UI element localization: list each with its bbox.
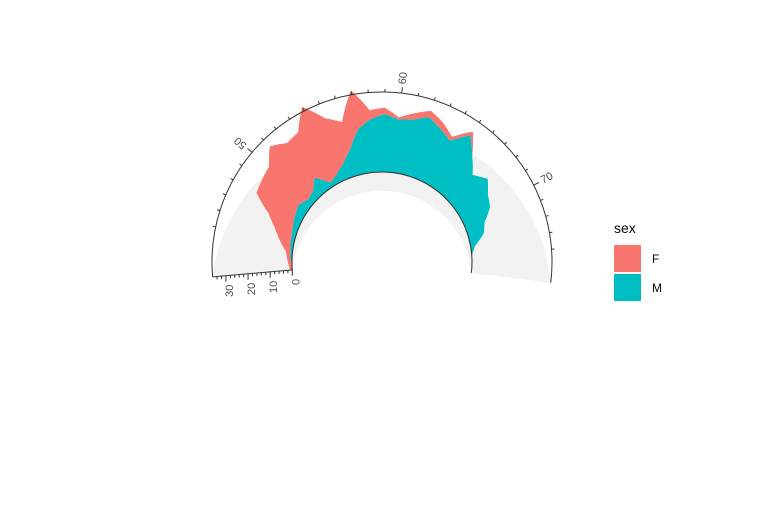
theta-minor-tick xyxy=(433,97,436,101)
theta-tick-label: 70 xyxy=(539,170,555,186)
theta-minor-tick xyxy=(273,126,277,130)
stacked-areas xyxy=(256,90,491,271)
theta-minor-tick xyxy=(261,137,264,141)
inner-arc-border xyxy=(291,171,473,274)
theta-minor-tick xyxy=(478,119,482,123)
legend-label-M: M xyxy=(652,281,662,295)
theta-minor-tick xyxy=(334,95,336,99)
theta-minor-tick xyxy=(504,141,508,145)
legend-key-M xyxy=(614,274,641,301)
theta-minor-tick xyxy=(239,163,243,167)
theta-tick-label: 60 xyxy=(397,71,410,85)
area-series-M xyxy=(290,114,491,270)
theta-minor-tick xyxy=(302,107,305,112)
theta-major-tick xyxy=(533,181,540,186)
area-series-F xyxy=(256,90,491,271)
theta-minor-tick xyxy=(317,100,320,105)
theta-minor-tick xyxy=(230,178,234,181)
theta-major-tick xyxy=(401,87,403,94)
theta-minor-tick xyxy=(212,225,216,228)
theta-minor-tick xyxy=(216,209,221,212)
theta-minor-tick xyxy=(525,168,529,172)
radial-tick-label: 10 xyxy=(268,281,280,293)
radial-tick-label: 20 xyxy=(246,283,258,295)
legend: sex FM xyxy=(614,220,662,301)
outer-arc-border xyxy=(211,91,553,283)
theta-major-tick xyxy=(247,148,253,153)
radial-tick-label: 0 xyxy=(290,279,302,285)
theta-axis: 50 60 70 xyxy=(212,71,555,250)
theta-minor-tick xyxy=(545,215,549,217)
theta-minor-tick xyxy=(515,154,519,158)
theta-tick-label: 50 xyxy=(232,134,249,151)
theta-minor-tick xyxy=(549,231,553,234)
legend-entries: FM xyxy=(614,245,662,301)
legend-label-F: F xyxy=(652,252,659,266)
radial-axis: 0 10 20 30 xyxy=(212,269,302,297)
legend-key-F xyxy=(614,245,641,272)
theta-minor-tick xyxy=(350,91,353,95)
theta-minor-tick xyxy=(540,198,544,201)
theta-minor-tick xyxy=(449,103,452,107)
radial-tick-label: 30 xyxy=(224,285,236,297)
theta-minor-tick xyxy=(222,193,226,196)
theta-minor-tick xyxy=(492,130,495,134)
theta-minor-tick xyxy=(417,92,420,97)
theta-minor-tick xyxy=(287,116,291,120)
theta-minor-tick xyxy=(464,110,467,114)
legend-title: sex xyxy=(614,220,636,236)
